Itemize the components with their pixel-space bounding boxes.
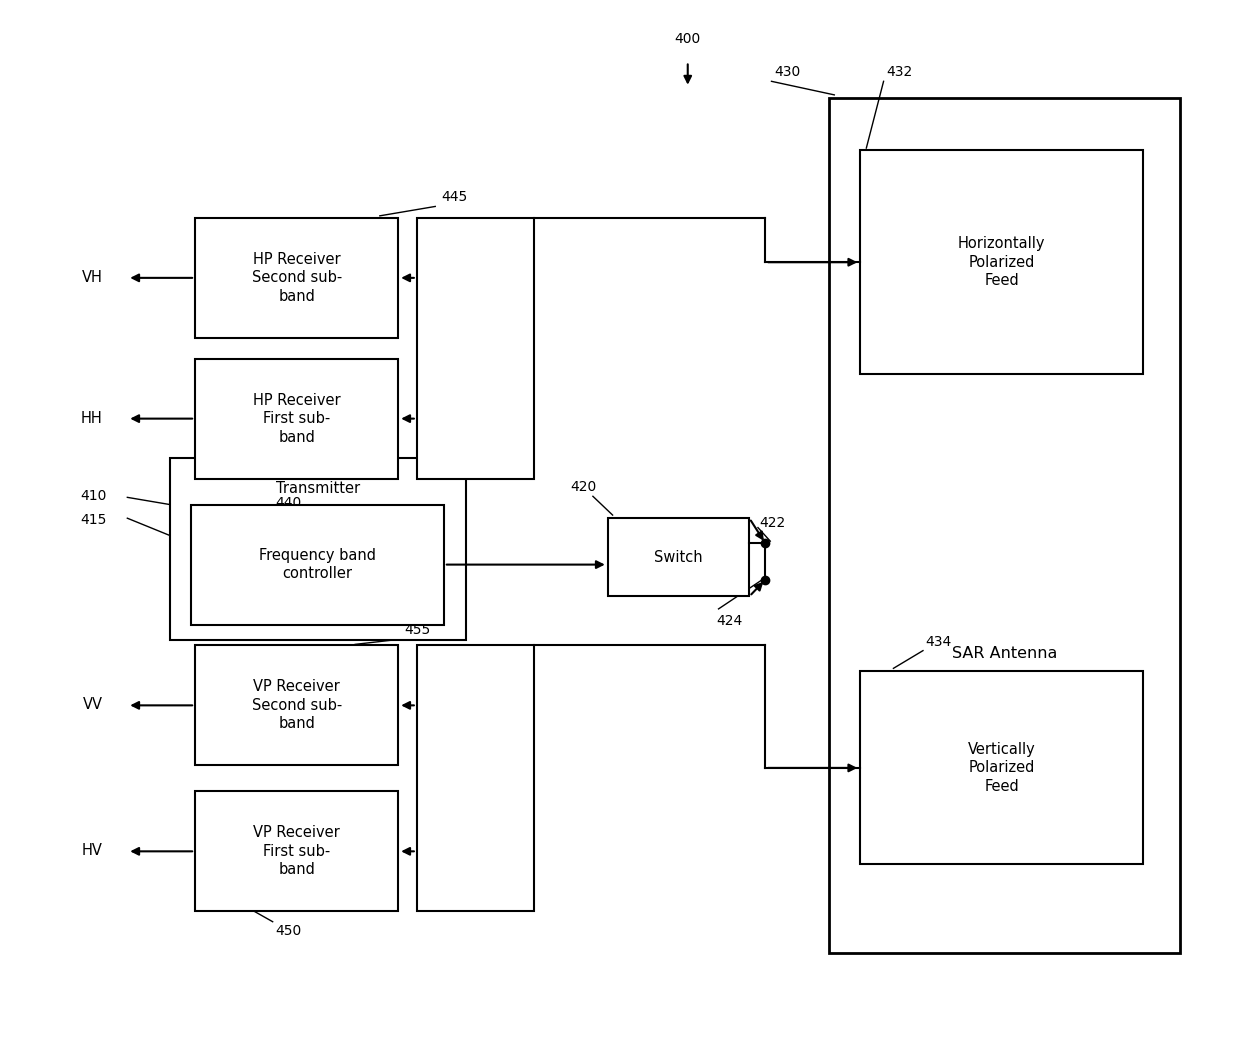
Text: 450: 450 (275, 924, 301, 937)
Text: HP Receiver
First sub-
band: HP Receiver First sub- band (253, 392, 341, 445)
Text: 440: 440 (275, 496, 301, 511)
Bar (170, 458, 466, 640)
Text: Transmitter: Transmitter (277, 480, 361, 496)
Bar (195, 645, 398, 765)
Text: 445: 445 (441, 190, 467, 204)
Bar (191, 504, 444, 624)
Text: 410: 410 (81, 490, 107, 503)
Text: 415: 415 (81, 513, 107, 528)
Text: 400: 400 (675, 32, 701, 46)
Text: 432: 432 (887, 65, 913, 79)
Bar (830, 98, 1180, 953)
Text: Vertically
Polarized
Feed: Vertically Polarized Feed (968, 742, 1035, 794)
Text: VP Receiver
Second sub-
band: VP Receiver Second sub- band (252, 679, 342, 731)
Text: VV: VV (83, 698, 103, 713)
Bar (861, 672, 1143, 864)
Bar (195, 218, 398, 337)
Text: HH: HH (81, 411, 103, 426)
Text: 424: 424 (715, 614, 743, 628)
Text: HV: HV (82, 843, 103, 859)
Text: Horizontally
Polarized
Feed: Horizontally Polarized Feed (959, 236, 1045, 288)
Bar (608, 518, 749, 596)
Bar (861, 150, 1143, 374)
Text: HP Receiver
Second sub-
band: HP Receiver Second sub- band (252, 252, 342, 304)
Text: 422: 422 (759, 516, 785, 531)
Bar (417, 218, 533, 478)
Text: VH: VH (82, 270, 103, 285)
Text: SAR Antenna: SAR Antenna (952, 646, 1058, 661)
Text: VP Receiver
First sub-
band: VP Receiver First sub- band (253, 825, 340, 878)
Text: 430: 430 (774, 65, 800, 79)
Bar (195, 358, 398, 478)
Text: 434: 434 (925, 635, 952, 648)
Text: 420: 420 (570, 480, 596, 494)
Bar (417, 645, 533, 911)
Text: 455: 455 (404, 623, 430, 637)
Text: Frequency band
controller: Frequency band controller (259, 548, 376, 581)
Text: Switch: Switch (655, 550, 703, 564)
Bar (195, 791, 398, 911)
